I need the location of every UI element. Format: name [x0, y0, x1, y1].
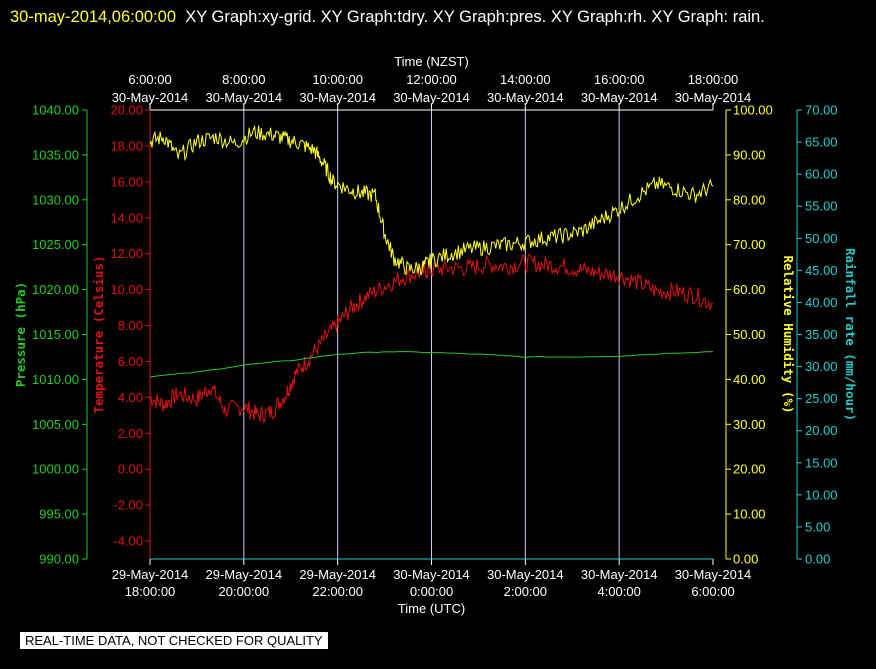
series-line-pres [149, 351, 714, 378]
x-tick-label-top-time: 14:00:00 [500, 72, 551, 87]
x-tick-label-bottom-time: 6:00:00 [691, 584, 734, 599]
rainfall-tick-label: 50.00 [805, 231, 838, 246]
quality-note: REAL-TIME DATA, NOT CHECKED FOR QUALITY [20, 632, 328, 649]
x-tick-label-top-date: 30-May-2014 [675, 90, 752, 105]
temperature-tick-label: -2.00 [113, 498, 143, 513]
temperature-tick-label: 4.00 [118, 390, 143, 405]
pressure-axis-title: Pressure (hPa) [13, 282, 28, 387]
humidity-tick-label: 10.00 [733, 507, 766, 522]
x-tick-label-bottom-date: 29-May-2014 [206, 567, 283, 582]
humidity-axis-title: Relative Humidity (%) [781, 255, 796, 413]
x-tick-label-top-time: 18:00:00 [688, 72, 739, 87]
pressure-tick-label: 1040.00 [32, 103, 79, 118]
x-tick-label-top-date: 30-May-2014 [487, 90, 564, 105]
pressure-tick-label: 1010.00 [32, 372, 79, 387]
pressure-tick-label: 1035.00 [32, 147, 79, 162]
x-tick-label-top-date: 30-May-2014 [206, 90, 283, 105]
x-tick-label-top-time: 12:00:00 [406, 72, 457, 87]
x-tick-label-top-time: 10:00:00 [312, 72, 363, 87]
x-tick-label-top-date: 30-May-2014 [112, 90, 189, 105]
temperature-tick-label: 0.00 [118, 462, 143, 477]
rainfall-tick-label: 25.00 [805, 391, 838, 406]
pressure-tick-label: 1030.00 [32, 192, 79, 207]
rainfall-tick-label: 20.00 [805, 423, 838, 438]
temperature-axis-title: Temperature (Celsius) [91, 255, 106, 413]
humidity-tick-label: 40.00 [733, 372, 766, 387]
x-tick-label-top-time: 16:00:00 [594, 72, 645, 87]
humidity-tick-label: 30.00 [733, 417, 766, 432]
temperature-tick-label: 12.00 [110, 246, 143, 261]
x-axis-label-top: Time (NZST) [394, 54, 469, 69]
x-tick-label-bottom-time: 18:00:00 [125, 584, 176, 599]
temperature-tick-label: -4.00 [113, 534, 143, 549]
series-lines [149, 124, 714, 560]
temperature-tick-label: 20.00 [110, 103, 143, 118]
x-tick-label-bottom-time: 20:00:00 [219, 584, 270, 599]
rainfall-tick-label: 60.00 [805, 167, 838, 182]
rainfall-tick-label: 55.00 [805, 199, 838, 214]
temperature-tick-label: 8.00 [118, 318, 143, 333]
x-tick-label-bottom-date: 30-May-2014 [487, 567, 564, 582]
title-text: XY Graph:xy-grid. XY Graph:tdry. XY Grap… [185, 8, 765, 26]
x-tick-label-top-date: 30-May-2014 [299, 90, 376, 105]
x-tick-label-bottom-time: 22:00:00 [312, 584, 363, 599]
axes [82, 104, 802, 565]
x-tick-label-top-date: 30-May-2014 [581, 90, 658, 105]
series-line-tdry [149, 253, 714, 424]
x-tick-label-top-time: 8:00:00 [222, 72, 265, 87]
chart-title: 30-may-2014,06:00:00 XY Graph:xy-grid. X… [10, 4, 870, 30]
humidity-tick-label: 60.00 [733, 282, 766, 297]
x-tick-label-bottom-date: 29-May-2014 [299, 567, 376, 582]
rainfall-tick-label: 40.00 [805, 295, 838, 310]
rainfall-tick-label: 5.00 [805, 519, 830, 534]
temperature-tick-label: 16.00 [110, 174, 143, 189]
rainfall-axis-title: Rainfall rate (mm/hour) [843, 248, 858, 421]
rainfall-tick-label: 70.00 [805, 103, 838, 118]
x-tick-label-top-time: 6:00:00 [128, 72, 171, 87]
humidity-tick-label: 100.00 [733, 103, 773, 118]
rainfall-tick-label: 30.00 [805, 359, 838, 374]
rainfall-tick-label: 15.00 [805, 455, 838, 470]
pressure-tick-label: 995.00 [39, 507, 79, 522]
rainfall-tick-label: 35.00 [805, 327, 838, 342]
series-line-rh [149, 124, 714, 276]
axis-labels: 29-May-2014 18:00:00 6:00:00 30-May-2014 29-… [13, 54, 858, 616]
grid-lines [243, 110, 620, 559]
pressure-tick-label: 1015.00 [32, 327, 79, 342]
humidity-tick-label: 80.00 [733, 192, 766, 207]
x-tick-label-bottom-date: 30-May-2014 [581, 567, 658, 582]
humidity-tick-label: 70.00 [733, 237, 766, 252]
temperature-tick-label: 14.00 [110, 210, 143, 225]
x-tick-label-bottom-date: 30-May-2014 [675, 567, 752, 582]
x-tick-label-bottom-date: 29-May-2014 [112, 567, 189, 582]
x-tick-label-bottom-time: 2:00:00 [504, 584, 547, 599]
pressure-tick-label: 1020.00 [32, 282, 79, 297]
rainfall-tick-label: 45.00 [805, 263, 838, 278]
title-date: 30-may-2014,06:00:00 [10, 8, 177, 26]
x-axis-label-bottom: Time (UTC) [398, 601, 465, 616]
humidity-tick-label: 20.00 [733, 462, 766, 477]
pressure-tick-label: 1000.00 [32, 462, 79, 477]
temperature-tick-label: 6.00 [118, 354, 143, 369]
rainfall-tick-label: 10.00 [805, 487, 838, 502]
pressure-tick-label: 1025.00 [32, 237, 79, 252]
rainfall-tick-label: 0.00 [805, 552, 830, 567]
rainfall-tick-label: 65.00 [805, 135, 838, 150]
x-tick-label-bottom-date: 30-May-2014 [393, 567, 470, 582]
humidity-tick-label: 0.00 [733, 552, 758, 567]
humidity-tick-label: 90.00 [733, 147, 766, 162]
temperature-tick-label: 18.00 [110, 138, 143, 153]
pressure-tick-label: 990.00 [39, 552, 79, 567]
temperature-tick-label: 10.00 [110, 282, 143, 297]
x-tick-label-bottom-time: 4:00:00 [597, 584, 640, 599]
x-tick-label-top-date: 30-May-2014 [393, 90, 470, 105]
humidity-tick-label: 50.00 [733, 327, 766, 342]
temperature-tick-label: 2.00 [118, 426, 143, 441]
x-tick-label-bottom-time: 0:00:00 [410, 584, 453, 599]
pressure-tick-label: 1005.00 [32, 417, 79, 432]
